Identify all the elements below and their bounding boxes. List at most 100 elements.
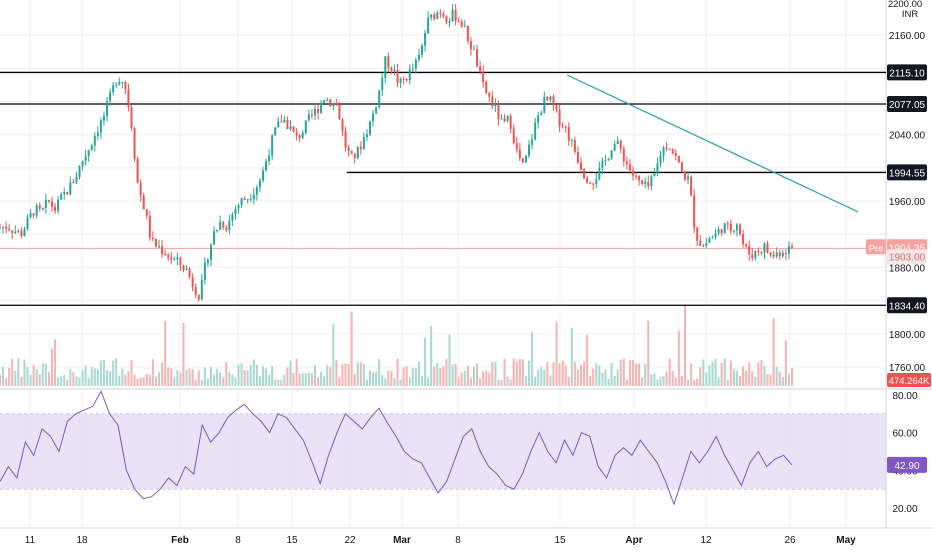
candle-body: [592, 183, 595, 185]
candle-body: [690, 176, 693, 196]
candle-body: [170, 257, 173, 260]
volume-bar: [604, 369, 607, 386]
candle-body: [246, 199, 249, 201]
candle-body: [133, 128, 136, 159]
volume-bar: [454, 364, 457, 386]
volume-bar: [78, 377, 81, 386]
candle-body: [518, 149, 521, 159]
volume-bar: [185, 369, 188, 386]
volume-bar: [644, 363, 647, 386]
volume-bar: [506, 376, 509, 386]
candle-body: [711, 237, 714, 239]
volume-bar: [121, 368, 124, 386]
volume-bar: [362, 363, 365, 386]
volume-bar: [188, 368, 191, 386]
volume-bar: [310, 373, 313, 386]
time-label: 15: [286, 535, 298, 546]
candle-body: [317, 109, 320, 113]
candle-body: [448, 21, 451, 23]
candle-body: [326, 99, 329, 101]
volume-bar: [665, 371, 668, 386]
candle-body: [595, 178, 598, 185]
candle-body: [203, 262, 206, 280]
candle-body: [445, 16, 448, 23]
candle-body: [145, 209, 148, 216]
candle-body: [659, 155, 662, 164]
volume-bar: [20, 376, 23, 386]
volume-bar: [705, 372, 708, 386]
volume-bar: [674, 377, 677, 386]
candle-body: [243, 198, 246, 201]
candle-body: [26, 217, 29, 230]
candle-body: [408, 69, 411, 81]
candle-body: [512, 128, 515, 144]
candle-body: [570, 140, 573, 142]
candle-body: [109, 92, 112, 102]
candle-body: [454, 10, 457, 21]
volume-bar: [182, 322, 185, 386]
time-label: 12: [700, 535, 712, 546]
candle-body: [641, 180, 644, 184]
volume-bar: [289, 360, 292, 386]
candle-body: [209, 244, 212, 260]
candle-body: [671, 149, 674, 154]
candle-body: [185, 269, 188, 271]
volume-bar: [222, 377, 225, 386]
volume-bar: [405, 365, 408, 386]
volume-bar: [424, 337, 427, 386]
volume-bar: [304, 373, 307, 386]
candle-body: [463, 26, 466, 28]
price-axis-top: 2200.00: [888, 0, 922, 10]
candle-body: [417, 54, 420, 60]
volume-bar: [258, 376, 261, 386]
candle-body: [494, 103, 497, 107]
volume-bar: [687, 379, 690, 386]
volume-bar: [748, 362, 751, 386]
candle-body: [161, 246, 164, 254]
price-tick: 1760.00: [889, 363, 926, 374]
candle-body: [742, 234, 745, 245]
volume-bar: [448, 334, 451, 386]
candle-body: [543, 96, 546, 114]
volume-bar: [417, 361, 420, 386]
volume-bar: [641, 377, 644, 386]
volume-bar: [656, 379, 659, 386]
volume-bar: [677, 330, 680, 386]
volume-bar: [619, 359, 622, 386]
volume-bar: [711, 361, 714, 386]
candle-body: [665, 147, 668, 149]
volume-bar: [723, 358, 726, 386]
time-label: 22: [344, 535, 356, 546]
volume-bar: [99, 360, 102, 386]
volume-bar: [420, 376, 423, 386]
volume-bar: [497, 379, 500, 386]
price-pane[interactable]: [0, 0, 886, 388]
volume-bar: [592, 368, 595, 386]
time-label: Apr: [625, 535, 642, 546]
volume-bar: [35, 369, 38, 386]
candle-body: [75, 176, 78, 184]
volume-bar: [63, 374, 66, 386]
volume-bar: [338, 377, 341, 386]
volume-bar: [393, 377, 396, 386]
trendline[interactable]: [566, 74, 859, 213]
level-label: 1994.55: [889, 168, 926, 179]
volume-bar: [662, 375, 665, 386]
candle-body: [482, 71, 485, 82]
volume-bar: [161, 362, 164, 386]
candle-body: [124, 81, 127, 90]
candle-body: [662, 147, 665, 156]
candle-body: [393, 69, 396, 71]
volume-bar: [515, 361, 518, 386]
candle-body: [258, 180, 261, 188]
volume-bar: [402, 367, 405, 386]
volume-bar: [317, 377, 320, 386]
volume-bar: [2, 367, 5, 386]
level-label: 2077.05: [889, 100, 926, 111]
volume-bar: [760, 360, 763, 386]
candle-body: [335, 103, 338, 106]
volume-bar: [610, 363, 613, 386]
price-tick: 1960.00: [889, 197, 926, 208]
candle-body: [433, 14, 436, 19]
volume-bar: [628, 360, 631, 386]
